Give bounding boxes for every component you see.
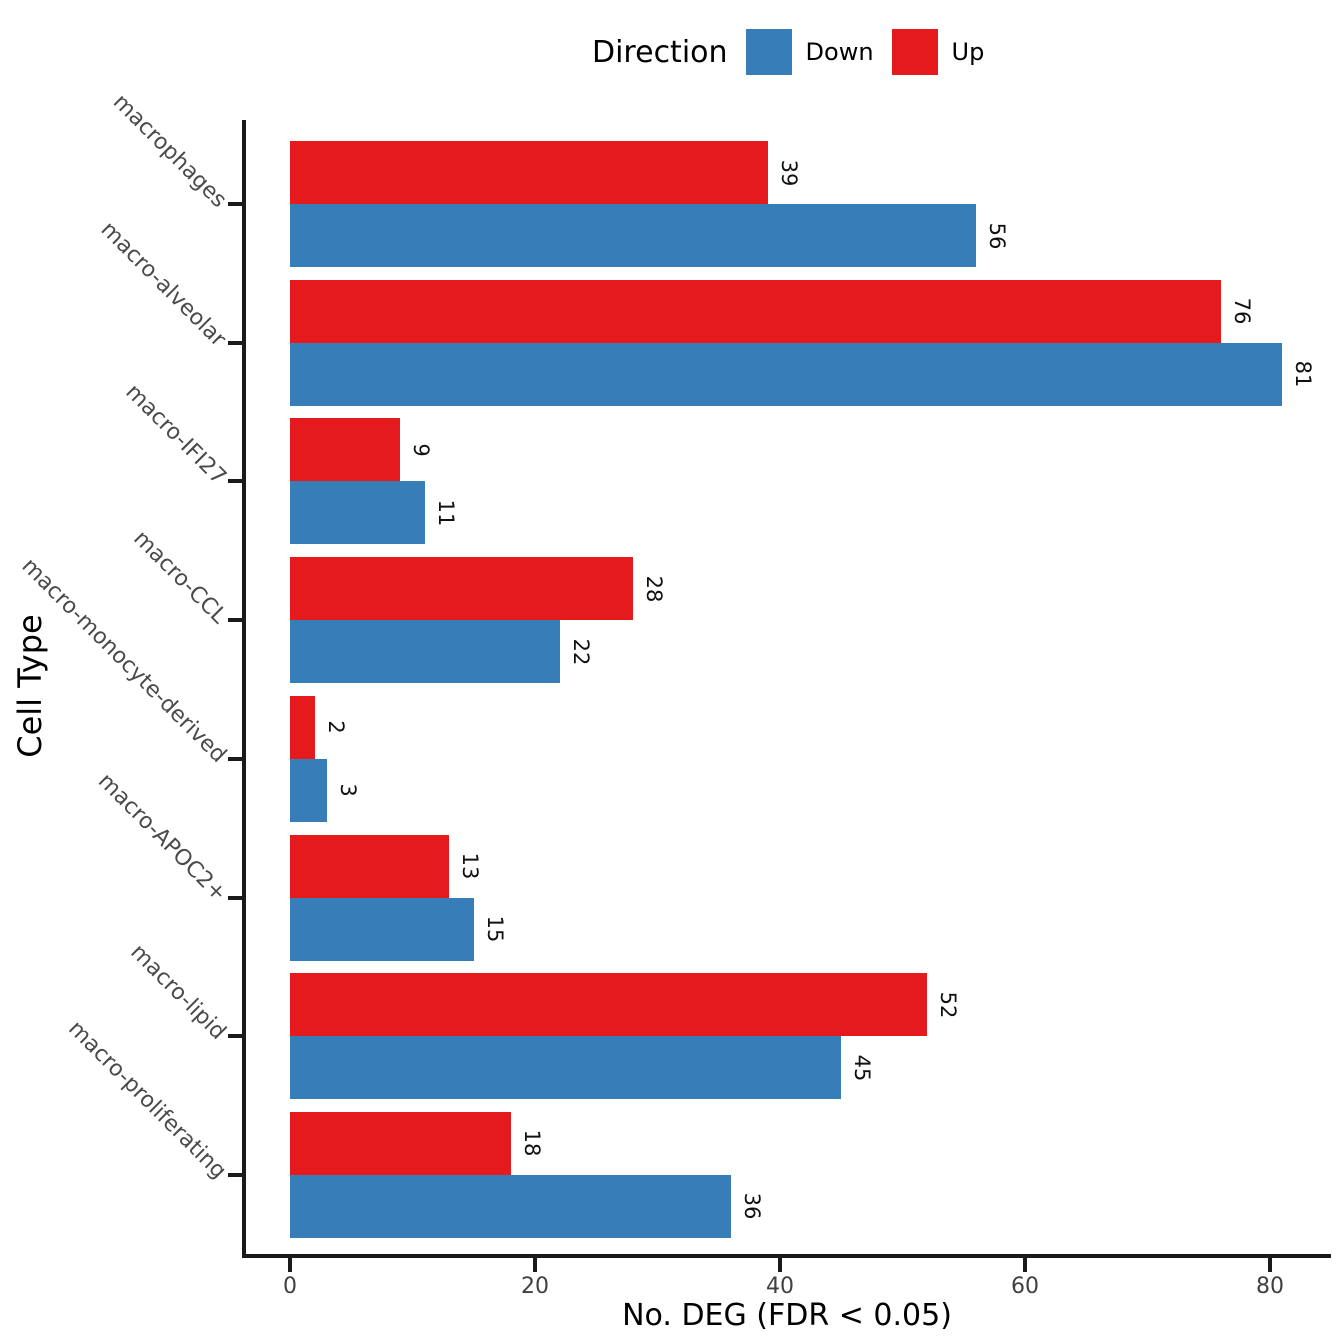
bar-value-down-macrophages: 56 <box>985 222 1009 249</box>
y-tick-label-macro-lipid: macro-lipid <box>125 939 231 1046</box>
y-tick <box>228 1172 242 1177</box>
bar-value-down-macro-alveolar: 81 <box>1291 360 1316 388</box>
bar-up-macro-CCL <box>290 557 633 621</box>
bar-down-macro-IFI27 <box>290 481 425 545</box>
bar-value-up-macrophages: 39 <box>776 159 801 186</box>
legend-label-up: Up <box>951 38 985 66</box>
bar-value-up-macro-proliferating: 18 <box>519 1130 544 1157</box>
bar-down-macro-lipid <box>290 1036 842 1100</box>
bar-down-macro-alveolar <box>290 342 1283 406</box>
bar-value-up-macro-IFI27: 9 <box>409 443 434 457</box>
x-tick-label-20: 20 <box>521 1274 549 1299</box>
bar-value-down-macro-IFI27: 11 <box>433 499 458 527</box>
bar-up-macro-lipid <box>290 973 927 1037</box>
bar-down-macro-proliferating <box>290 1174 731 1238</box>
legend-item-up: Up <box>891 29 985 75</box>
bar-value-up-macro-alveolar: 76 <box>1230 297 1254 325</box>
bar-value-up-macro-monocyte-derived: 2 <box>323 720 348 735</box>
x-tick-label-40: 40 <box>766 1274 794 1299</box>
bar-value-up-macro-CCL: 28 <box>642 575 666 602</box>
bar-down-macro-APOC2+ <box>290 897 474 961</box>
bar-down-macrophages <box>290 204 976 267</box>
bar-value-up-macro-APOC2+: 13 <box>458 852 483 880</box>
y-tick-label-macro-IFI27: macro-IFI27 <box>120 379 231 491</box>
x-tick <box>778 1258 782 1272</box>
y-tick <box>228 895 242 900</box>
x-tick <box>533 1258 537 1272</box>
x-tick <box>1023 1258 1027 1272</box>
y-tick-label-macro-alveolar: macro-alveolar <box>96 216 231 352</box>
x-tick <box>1268 1258 1272 1272</box>
y-tick <box>228 618 242 623</box>
x-tick-label-0: 0 <box>283 1274 297 1299</box>
y-tick-label-macrophages: macrophages <box>107 89 231 213</box>
x-tick-label-80: 80 <box>1256 1274 1284 1299</box>
bar-value-down-macro-APOC2+: 15 <box>482 915 507 943</box>
bar-up-macro-monocyte-derived <box>290 695 315 759</box>
y-tick <box>228 202 242 206</box>
bar-up-macro-APOC2+ <box>290 834 450 898</box>
x-axis-title: No. DEG (FDR < 0.05) <box>622 1298 952 1333</box>
bar-value-up-macro-lipid: 52 <box>936 991 960 1019</box>
x-tick-label-60: 60 <box>1011 1274 1039 1299</box>
bar-up-macro-alveolar <box>290 279 1221 343</box>
bar-value-down-macro-proliferating: 36 <box>740 1193 764 1220</box>
legend-swatch-up-icon <box>891 29 938 75</box>
legend-title: Direction <box>592 34 728 70</box>
y-tick <box>228 1034 242 1039</box>
bar-down-macro-CCL <box>290 620 560 684</box>
bar-down-macro-monocyte-derived <box>290 758 327 822</box>
bar-up-macro-proliferating <box>290 1111 511 1175</box>
legend-item-down: Down <box>745 29 874 75</box>
x-tick <box>288 1258 292 1272</box>
y-tick-label-macro-proliferating: macro-proliferating <box>63 1016 231 1184</box>
bar-up-macro-IFI27 <box>290 418 401 482</box>
bar-value-down-macro-lipid: 45 <box>850 1054 875 1082</box>
y-axis-title: Cell Type <box>11 614 49 758</box>
bar-value-down-macro-CCL: 22 <box>568 638 593 665</box>
y-tick-label-macro-CCL: macro-CCL <box>128 526 231 629</box>
legend: Direction Down Up <box>592 26 984 78</box>
plot-panel: 39 56 76 81 9 11 28 22 2 3 13 15 52 45 18 36 <box>242 120 1331 1258</box>
y-tick <box>228 479 242 484</box>
legend-label-down: Down <box>805 38 874 66</box>
y-tick <box>228 756 242 761</box>
y-tick-label-macro-APOC2+: macro-APOC2+ <box>92 768 231 907</box>
legend-swatch-down-icon <box>745 29 792 75</box>
bar-up-macrophages <box>290 141 768 204</box>
y-tick <box>228 340 242 345</box>
bar-value-down-macro-monocyte-derived: 3 <box>335 783 360 798</box>
